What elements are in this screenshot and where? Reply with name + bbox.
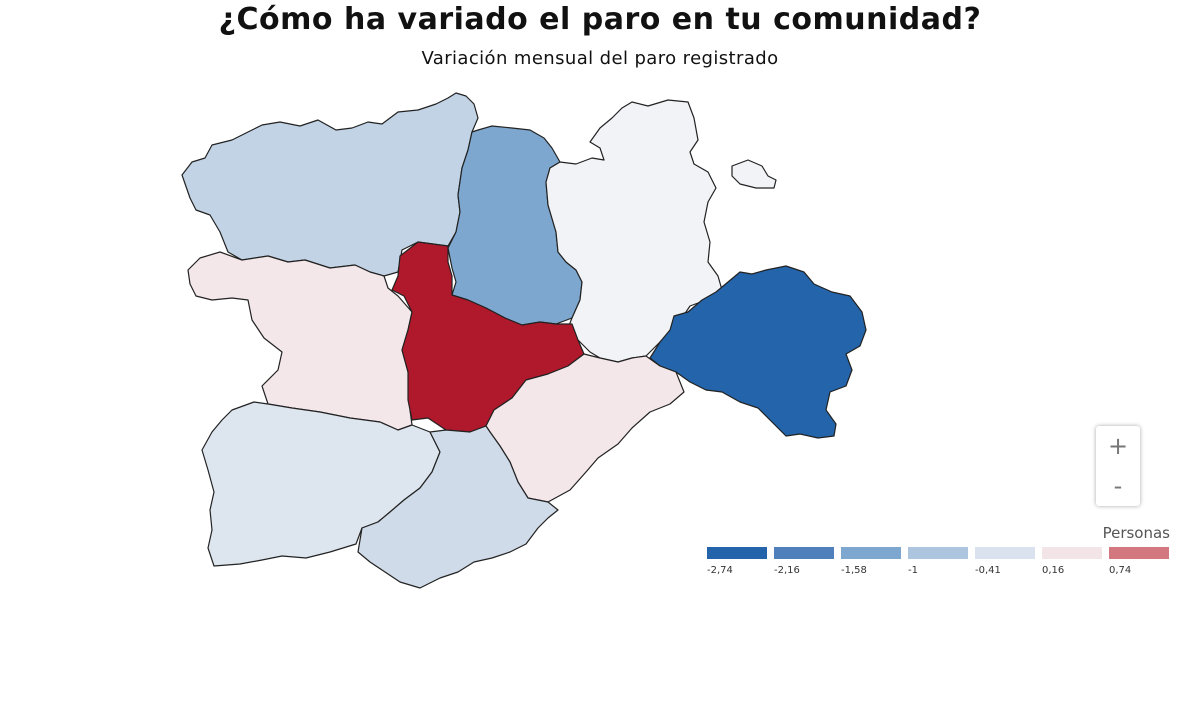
region-palencia[interactable] [447, 125, 583, 326]
region-burgos-exclave[interactable] [731, 159, 777, 189]
legend-item: 0,16 [1042, 547, 1102, 576]
zoom-in-button[interactable]: + [1096, 426, 1140, 466]
legend-swatch [1042, 547, 1102, 559]
region-soria[interactable] [649, 265, 867, 439]
legend-label: -2,16 [774, 565, 800, 576]
legend-swatch [908, 547, 968, 559]
map-title: ¿Cómo ha variado el paro en tu comunidad… [218, 2, 982, 37]
region-segovia[interactable] [485, 353, 685, 503]
legend-label: -1,58 [841, 565, 867, 576]
region-zamora[interactable] [187, 251, 413, 431]
legend-label: 0,74 [1109, 565, 1132, 576]
legend: -2,74 -2,16 -1,58 -1 -0,41 0,16 0,74 [707, 547, 1177, 587]
legend-label: -2,74 [707, 565, 733, 576]
legend-item: -2,16 [774, 547, 834, 576]
legend-item: -2,74 [707, 547, 767, 576]
legend-swatch [774, 547, 834, 559]
legend-item: -1 [908, 547, 968, 576]
map-subtitle: Variación mensual del paro registrado [421, 48, 779, 69]
zoom-out-button[interactable]: - [1096, 466, 1140, 506]
legend-label: -0,41 [975, 565, 1001, 576]
region-avila[interactable] [357, 425, 559, 589]
legend-item: 0,74 [1109, 547, 1169, 576]
legend-item: -1,58 [841, 547, 901, 576]
zoom-control: + - [1096, 426, 1140, 506]
legend-swatch [841, 547, 901, 559]
legend-label: -1 [908, 565, 918, 576]
legend-item: -0,41 [975, 547, 1035, 576]
legend-title: Personas [1102, 524, 1170, 542]
legend-swatch [975, 547, 1035, 559]
legend-swatch [1109, 547, 1169, 559]
legend-swatch [707, 547, 767, 559]
legend-label: 0,16 [1042, 565, 1065, 576]
